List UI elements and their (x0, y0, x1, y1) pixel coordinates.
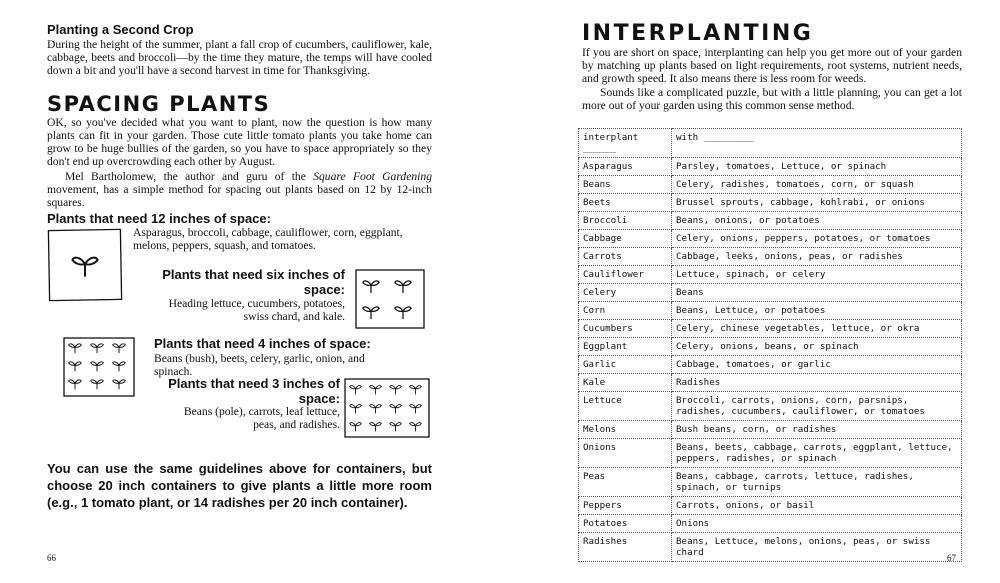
group-heading: Plants that need six inches of space: (162, 267, 345, 297)
cell: Lettuce, spinach, or celery (671, 265, 962, 284)
group-text: Beans (bush), beets, celery, garlic, oni… (154, 352, 365, 378)
cell: Brussel sprouts, cabbage, kohlrabi, or o… (671, 193, 962, 212)
table-row: Garlic Cabbage, tomatoes, or garlic (578, 355, 962, 374)
cell: Cabbage, leeks, onions, peas, or radishe… (671, 247, 962, 266)
cell: Cauliflower (578, 265, 672, 284)
table-row: Eggplant Celery, onions, beans, or spinac… (578, 337, 962, 356)
cell: Carrots, onions, or basil (671, 496, 962, 515)
cell: Broccoli (578, 211, 672, 230)
cell: Beans, onions, or potatoes (671, 211, 962, 230)
cell: Bush beans, corn, or radishes (671, 420, 962, 439)
cell: Broccoli, carrots, onions, corn, parsnip… (671, 391, 962, 421)
cell: Radishes (671, 373, 962, 392)
cell: Beans (578, 175, 672, 194)
table-row: Lettuce Broccoli, carrots, onions, corn, … (578, 391, 962, 421)
cell: Beans (671, 283, 962, 302)
cell: interplant ______ (578, 128, 672, 158)
section-heading: Planting a Second Crop (47, 22, 194, 37)
page-title: INTERPLANTING (582, 21, 814, 46)
cell: Cabbage (578, 229, 672, 248)
cell: Kale (578, 373, 672, 392)
table-row: Kale Radishes (578, 373, 962, 392)
cell: Peppers (578, 496, 672, 515)
paragraph: If you are short on space, interplanting… (582, 46, 962, 85)
cell: Radishes (578, 532, 672, 562)
table-row: Asparagus Parsley, tomatoes, Lettuce, or … (578, 157, 962, 176)
cell: Beets (578, 193, 672, 212)
table-body: interplant ______ with _________ Asparagus… (578, 128, 962, 562)
table-row: Beans Celery, radishes, tomatoes, corn, o… (578, 175, 962, 194)
cell: Onions (671, 514, 962, 533)
cell: Celery, radishes, tomatoes, corn, or squ… (671, 175, 962, 194)
book-title: Square Foot Gardening (313, 170, 432, 183)
page-number: 67 (947, 553, 956, 563)
table-row: Radishes Beans, Lettuce, melons, onions, … (578, 532, 962, 562)
table-row: Potatoes Onions (578, 514, 962, 533)
page-number: 66 (47, 553, 56, 563)
table-row: Cauliflower Lettuce, spinach, or celery (578, 265, 962, 284)
cell: Onions (578, 438, 672, 468)
cell: Melons (578, 420, 672, 439)
table-row: Peas Beans, cabbage, carrots, lettuce, ra… (578, 467, 962, 497)
cell: Celery, chinese vegetables, lettuce, or … (671, 319, 962, 338)
table-row: Corn Beans, Lettuce, or potatoes (578, 301, 962, 320)
table-row: Broccoli Beans, onions, or potatoes (578, 211, 962, 230)
cell: Beans, beets, cabbage, carrots, eggplant… (671, 438, 962, 468)
icon-12in (47, 228, 123, 302)
cell: Cucumbers (578, 319, 672, 338)
cell: Celery, onions, beans, or spinach (671, 337, 962, 356)
table-row: Melons Bush beans, corn, or radishes (578, 420, 962, 439)
table-row: Celery Beans (578, 283, 962, 302)
cell: Peas (578, 467, 672, 497)
paragraph: Sounds like a complicated puzzle, but wi… (582, 86, 962, 112)
cell: Cabbage, tomatoes, or garlic (671, 355, 962, 374)
cell: Celery, onions, peppers, potatoes, or to… (671, 229, 962, 248)
cell: Potatoes (578, 514, 672, 533)
paragraph: Mel Bartholomew, the author and guru of … (47, 170, 432, 209)
text: movement, has a simple method for spacin… (47, 183, 432, 209)
icon-6in (355, 269, 425, 329)
table-row: Onions Beans, beets, cabbage, carrots, eg… (578, 438, 962, 468)
icon-3in (344, 378, 430, 438)
section-body: During the height of the summer, plant a… (47, 38, 432, 77)
group-heading: Plants that need 3 inches of space: (168, 376, 340, 406)
table-row: Beets Brussel sprouts, cabbage, kohlrabi,… (578, 193, 962, 212)
icon-4in (63, 337, 135, 397)
cell: Celery (578, 283, 672, 302)
cell: Beans, cabbage, carrots, lettuce, radish… (671, 467, 962, 497)
cell: Parsley, tomatoes, Lettuce, or spinach (671, 157, 962, 176)
paragraph: OK, so you've decided what you want to p… (47, 116, 432, 168)
group-text: Heading lettuce, cucumbers, potatoes, sw… (168, 297, 345, 323)
cell: Eggplant (578, 337, 672, 356)
cell: Beans, Lettuce, melons, onions, peas, or… (671, 532, 962, 562)
group-heading: Plants that need 4 inches of space: (154, 336, 371, 351)
page-title: SPACING PLANTS (47, 92, 271, 116)
closing-note: You can use the same guidelines above fo… (47, 461, 432, 510)
table-row: Cucumbers Celery, chinese vegetables, let… (578, 319, 962, 338)
header-row: interplant ______ with _________ (578, 128, 962, 158)
table-row: Peppers Carrots, onions, or basil (578, 496, 962, 515)
cell: Beans, Lettuce, or potatoes (671, 301, 962, 320)
interplant-table: interplant ______ with _________ Asparagus… (578, 128, 962, 562)
cell: Corn (578, 301, 672, 320)
cell: Carrots (578, 247, 672, 266)
group-text: Asparagus, broccoli, cabbage, cauliflowe… (133, 226, 403, 252)
cell: with _________ (671, 128, 962, 158)
cell: Lettuce (578, 391, 672, 421)
group-text: Beans (pole), carrots, leaf lettuce, pea… (183, 405, 340, 431)
text: Mel Bartholomew, the author and guru of … (65, 170, 314, 183)
table-row: Cabbage Celery, onions, peppers, potatoes… (578, 229, 962, 248)
table-row: Carrots Cabbage, leeks, onions, peas, or … (578, 247, 962, 266)
cell: Asparagus (578, 157, 672, 176)
group-heading: Plants that need 12 inches of space: (47, 211, 271, 226)
cell: Garlic (578, 355, 672, 374)
